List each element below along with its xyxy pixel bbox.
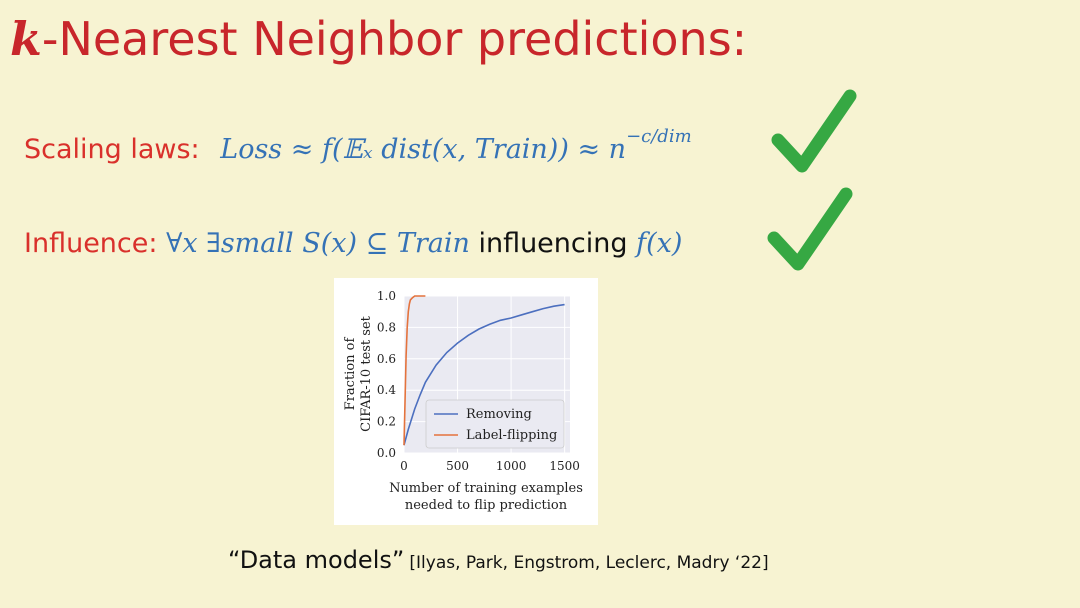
y-tick-label: 0.8 [377, 320, 396, 334]
checkmark-icon [771, 89, 857, 173]
citation-quote: “Data models” [228, 546, 405, 574]
x-tick-label: 1500 [549, 459, 580, 473]
title-text: -Nearest Neighbor predictions: [41, 12, 748, 66]
y-axis-label-line2: CIFAR-10 test set [359, 315, 374, 432]
influence-word: influencing [478, 228, 628, 259]
y-tick-label: 0.4 [377, 383, 396, 397]
scaling-laws-line: Scaling laws: Loss ≈ f(𝔼ₓ dist(x, Train)… [24, 126, 692, 165]
tick-labels: 0.0 0.2 0.4 0.6 0.8 1.0 0 500 1000 1500 [377, 289, 580, 473]
y-tick-label: 0.0 [377, 446, 396, 460]
legend-label: Label-flipping [466, 428, 557, 443]
chart-legend: Removing Label-flipping [425, 399, 565, 449]
scaling-laws-label: Scaling laws: [24, 134, 200, 165]
x-axis-label-line2: needed to flip prediction [405, 498, 568, 513]
checkmark-icon [767, 187, 853, 271]
slide-title: k-Nearest Neighbor predictions: [10, 12, 747, 66]
legend-label: Removing [466, 407, 532, 422]
legend-box [425, 399, 565, 449]
x-tick-label: 0 [400, 459, 408, 473]
title-k: k [10, 12, 42, 66]
series-lines [403, 295, 565, 446]
influence-formula: ∀x ∃small S(x) ⊆ Train [166, 228, 470, 259]
scaling-laws-formula: Loss ≈ f(𝔼ₓ dist(x, Train)) ≈ n [220, 134, 627, 165]
scaling-laws-exponent: −c/dim [626, 126, 692, 147]
chart-panel: 0.0 0.2 0.4 0.6 0.8 1.0 0 500 1000 1500 Fraction … [334, 278, 598, 525]
influence-fx: f(x) [636, 228, 683, 259]
x-tick-label: 500 [446, 459, 469, 473]
y-tick-label: 0.6 [377, 352, 396, 366]
series-line-removing [403, 303, 565, 446]
x-tick-label: 1000 [496, 459, 527, 473]
citation-authors: [Ilyas, Park, Engstrom, Leclerc, Madry ‘… [409, 553, 769, 573]
y-tick-label: 1.0 [377, 289, 396, 303]
series-line-label-flipping [403, 295, 426, 446]
fraction-chart: 0.0 0.2 0.4 0.6 0.8 1.0 0 500 1000 1500 Fraction … [343, 289, 583, 513]
influence-line: Influence: ∀x ∃small S(x) ⊆ Train influe… [24, 228, 682, 259]
citation: “Data models” [Ilyas, Park, Engstrom, Le… [228, 546, 769, 574]
y-tick-label: 0.2 [377, 415, 396, 429]
influence-label: Influence: [24, 228, 158, 259]
y-axis-label-line1: Fraction of [343, 337, 358, 411]
x-axis-label-line1: Number of training examples [389, 481, 583, 496]
